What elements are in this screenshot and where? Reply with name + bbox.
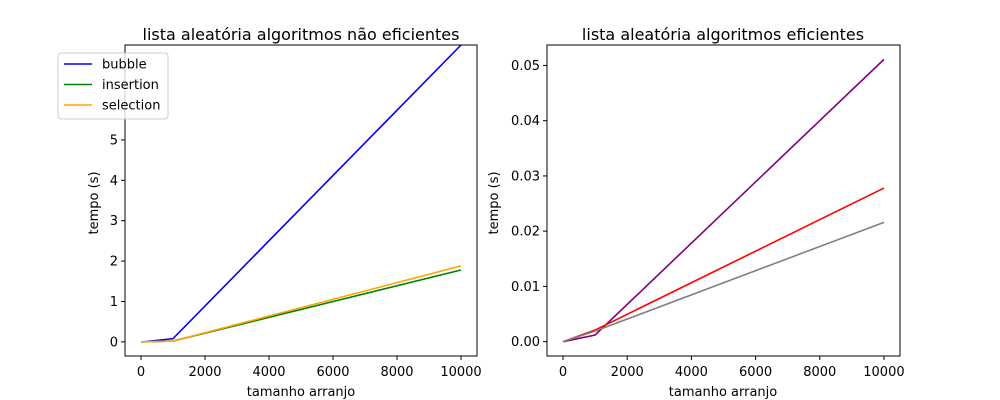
- y-tick-label: 0: [110, 335, 118, 350]
- plot-frame: [546, 44, 901, 357]
- y-tick-label: 0.02: [511, 225, 540, 240]
- y-tick-label: 4: [110, 174, 118, 189]
- series-line-bubble: [140, 44, 462, 343]
- x-tick-label: 6000: [739, 365, 772, 380]
- x-tick-label: 8000: [380, 365, 413, 380]
- y-tick-label: 0.05: [511, 59, 540, 74]
- x-tick-label: 2000: [188, 365, 221, 380]
- x-tick-label: 10000: [440, 365, 481, 380]
- y-tick-label: 0.04: [511, 114, 540, 129]
- y-tick-label: 2: [110, 255, 118, 270]
- x-tick-label: 2000: [611, 365, 644, 380]
- y-tick-label: 3: [110, 214, 118, 229]
- series-line-series-2: [562, 221, 885, 343]
- y-tick-label: 0.03: [511, 169, 540, 184]
- y-axis-label: tempo (s): [487, 171, 502, 234]
- x-tick-label: 0: [137, 365, 145, 380]
- x-tick-label: 4000: [252, 365, 285, 380]
- x-tick-label: 6000: [316, 365, 349, 380]
- series-line-series-0: [562, 58, 885, 343]
- legend-frame: [57, 52, 169, 120]
- x-tick-label: 10000: [863, 365, 904, 380]
- y-tick-label: 5: [110, 133, 118, 148]
- x-tick-label: 4000: [675, 365, 708, 380]
- legend-label-insertion: insertion: [102, 78, 159, 93]
- y-tick-label: 0.00: [511, 335, 540, 350]
- plot-frame: [124, 44, 478, 357]
- chart-title: lista aleatória algoritmos não eficiente…: [143, 25, 460, 44]
- y-tick-label: 1: [110, 295, 118, 310]
- y-axis-label: tempo (s): [87, 171, 102, 234]
- x-axis-label: tamanho arranjo: [247, 385, 356, 400]
- y-tick-label: 0.01: [511, 280, 540, 295]
- legend-label-selection: selection: [102, 99, 160, 114]
- legend-label-bubble: bubble: [102, 58, 147, 73]
- x-tick-label: 8000: [803, 365, 836, 380]
- series-line-insertion: [140, 269, 462, 343]
- chart-inefficient: lista aleatória algoritmos não eficiente…: [57, 25, 482, 400]
- legend: bubble insertion selection: [57, 52, 169, 120]
- x-axis-label: tamanho arranjo: [669, 385, 778, 400]
- series-line-selection: [140, 265, 462, 343]
- chart-title: lista aleatória algoritmos eficientes: [582, 25, 864, 44]
- chart-efficient: lista aleatória algoritmos eficientes ta…: [487, 25, 905, 400]
- x-tick-label: 0: [559, 365, 567, 380]
